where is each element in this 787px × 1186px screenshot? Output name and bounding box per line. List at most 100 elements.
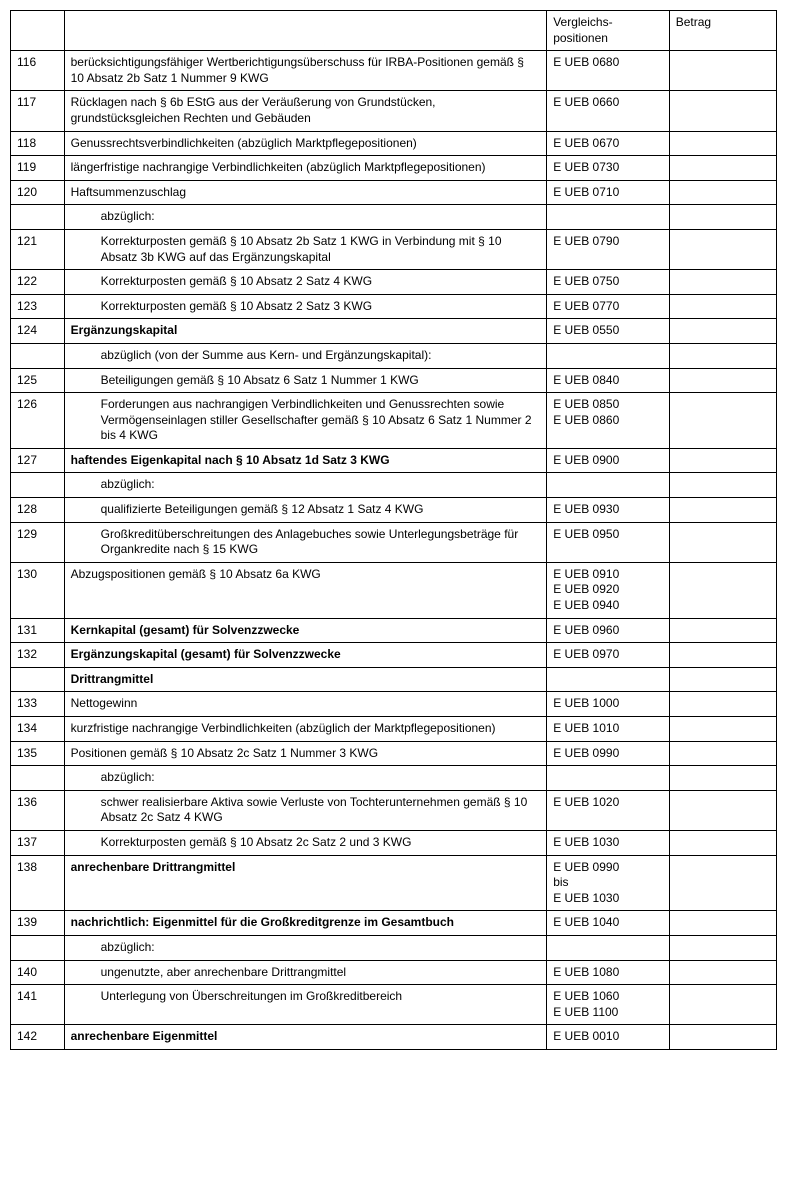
- cell-amount: [669, 229, 776, 269]
- cell-amount: [669, 717, 776, 742]
- cell-description: Nettogewinn: [64, 692, 547, 717]
- cell-comparison: E UEB 0010: [547, 1025, 670, 1050]
- cell-comparison: E UEB 1010: [547, 717, 670, 742]
- comparison-line: E UEB 0970: [553, 647, 663, 663]
- cell-comparison: E UEB 1040: [547, 911, 670, 936]
- cell-number: 140: [11, 960, 65, 985]
- cell-amount: [669, 51, 776, 91]
- comparison-line: E UEB 0930: [553, 502, 663, 518]
- table-row: 136schwer realisierbare Aktiva sowie Ver…: [11, 790, 777, 830]
- cell-amount: [669, 473, 776, 498]
- cell-comparison: [547, 473, 670, 498]
- header-description: [64, 11, 547, 51]
- cell-amount: [669, 319, 776, 344]
- comparison-line: E UEB 0900: [553, 453, 663, 469]
- cell-amount: [669, 498, 776, 523]
- cell-number: 131: [11, 618, 65, 643]
- cell-comparison: E UEB 0660: [547, 91, 670, 131]
- cell-amount: [669, 180, 776, 205]
- comparison-line: E UEB 0840: [553, 373, 663, 389]
- cell-comparison: E UEB 0960: [547, 618, 670, 643]
- table-body: 116berücksichtigungsfähiger Wertberichti…: [11, 51, 777, 1050]
- table-header-row: Vergleichs-positionen Betrag: [11, 11, 777, 51]
- cell-amount: [669, 393, 776, 449]
- table-row: Drittrangmittel: [11, 667, 777, 692]
- cell-comparison: E UEB 0840: [547, 368, 670, 393]
- table-row: abzüglich:: [11, 766, 777, 791]
- cell-number: 139: [11, 911, 65, 936]
- comparison-line: E UEB 0550: [553, 323, 663, 339]
- cell-comparison: E UEB 1030: [547, 830, 670, 855]
- table-row: 118Genussrechtsverbindlichkeiten (abzügl…: [11, 131, 777, 156]
- table-row: 123Korrekturposten gemäß § 10 Absatz 2 S…: [11, 294, 777, 319]
- cell-amount: [669, 935, 776, 960]
- table-row: 129Großkreditüberschreitungen des Anlage…: [11, 522, 777, 562]
- table-row: 139nachrichtlich: Eigenmittel für die Gr…: [11, 911, 777, 936]
- cell-description: Korrekturposten gemäß § 10 Absatz 2 Satz…: [64, 294, 547, 319]
- cell-comparison: E UEB 0710: [547, 180, 670, 205]
- table-row: 125Beteiligungen gemäß § 10 Absatz 6 Sat…: [11, 368, 777, 393]
- cell-description: Haftsummenzuschlag: [64, 180, 547, 205]
- cell-number: 137: [11, 830, 65, 855]
- cell-comparison: E UEB 0770: [547, 294, 670, 319]
- table-row: 128qualifizierte Beteiligungen gemäß § 1…: [11, 498, 777, 523]
- cell-comparison: E UEB 0790: [547, 229, 670, 269]
- cell-description: abzüglich:: [64, 935, 547, 960]
- cell-amount: [669, 1025, 776, 1050]
- cell-description: Unterlegung von Überschreitungen im Groß…: [64, 985, 547, 1025]
- cell-description: Korrekturposten gemäß § 10 Absatz 2 Satz…: [64, 270, 547, 295]
- cell-comparison: E UEB 1080: [547, 960, 670, 985]
- cell-description: abzüglich (von der Summe aus Kern- und E…: [64, 343, 547, 368]
- cell-description: anrechenbare Drittrangmittel: [64, 855, 547, 911]
- comparison-line: E UEB 1040: [553, 915, 663, 931]
- table-row: 141Unterlegung von Überschreitungen im G…: [11, 985, 777, 1025]
- table-row: abzüglich:: [11, 473, 777, 498]
- comparison-line: E UEB 0670: [553, 136, 663, 152]
- table-row: abzüglich:: [11, 935, 777, 960]
- cell-comparison: E UEB 1060E UEB 1100: [547, 985, 670, 1025]
- cell-description: Ergänzungskapital: [64, 319, 547, 344]
- cell-number: 117: [11, 91, 65, 131]
- cell-amount: [669, 667, 776, 692]
- cell-description: Genussrechtsverbindlichkeiten (abzüglich…: [64, 131, 547, 156]
- cell-description: abzüglich:: [64, 473, 547, 498]
- cell-amount: [669, 618, 776, 643]
- table-row: abzüglich (von der Summe aus Kern- und E…: [11, 343, 777, 368]
- cell-description: schwer realisierbare Aktiva sowie Verlus…: [64, 790, 547, 830]
- cell-number: [11, 766, 65, 791]
- comparison-line: E UEB 0950: [553, 527, 663, 543]
- table-row: 138anrechenbare DrittrangmittelE UEB 099…: [11, 855, 777, 911]
- regulatory-table: Vergleichs-positionen Betrag 116berücksi…: [10, 10, 777, 1050]
- comparison-line: E UEB 0910: [553, 567, 663, 583]
- comparison-line: E UEB 0730: [553, 160, 663, 176]
- table-row: 137Korrekturposten gemäß § 10 Absatz 2c …: [11, 830, 777, 855]
- cell-description: qualifizierte Beteiligungen gemäß § 12 A…: [64, 498, 547, 523]
- table-row: 132Ergänzungskapital (gesamt) für Solven…: [11, 643, 777, 668]
- cell-number: 132: [11, 643, 65, 668]
- comparison-line: E UEB 0940: [553, 598, 663, 614]
- cell-number: 136: [11, 790, 65, 830]
- cell-number: 133: [11, 692, 65, 717]
- cell-amount: [669, 294, 776, 319]
- cell-amount: [669, 270, 776, 295]
- cell-number: [11, 935, 65, 960]
- table-row: 122Korrekturposten gemäß § 10 Absatz 2 S…: [11, 270, 777, 295]
- comparison-line: E UEB 1030: [553, 835, 663, 851]
- cell-amount: [669, 766, 776, 791]
- cell-description: abzüglich:: [64, 766, 547, 791]
- cell-description: Korrekturposten gemäß § 10 Absatz 2b Sat…: [64, 229, 547, 269]
- comparison-line: bis: [553, 875, 663, 891]
- cell-comparison: [547, 205, 670, 230]
- comparison-line: E UEB 1060: [553, 989, 663, 1005]
- table-row: 121Korrekturposten gemäß § 10 Absatz 2b …: [11, 229, 777, 269]
- cell-description: nachrichtlich: Eigenmittel für die Großk…: [64, 911, 547, 936]
- comparison-line: E UEB 0710: [553, 185, 663, 201]
- table-row: 126Forderungen aus nachrangigen Verbindl…: [11, 393, 777, 449]
- comparison-line: E UEB 1020: [553, 795, 663, 811]
- cell-comparison: E UEB 0670: [547, 131, 670, 156]
- comparison-line: E UEB 1080: [553, 965, 663, 981]
- cell-number: 123: [11, 294, 65, 319]
- cell-number: [11, 667, 65, 692]
- cell-number: 121: [11, 229, 65, 269]
- cell-description: haftendes Eigenkapital nach § 10 Absatz …: [64, 448, 547, 473]
